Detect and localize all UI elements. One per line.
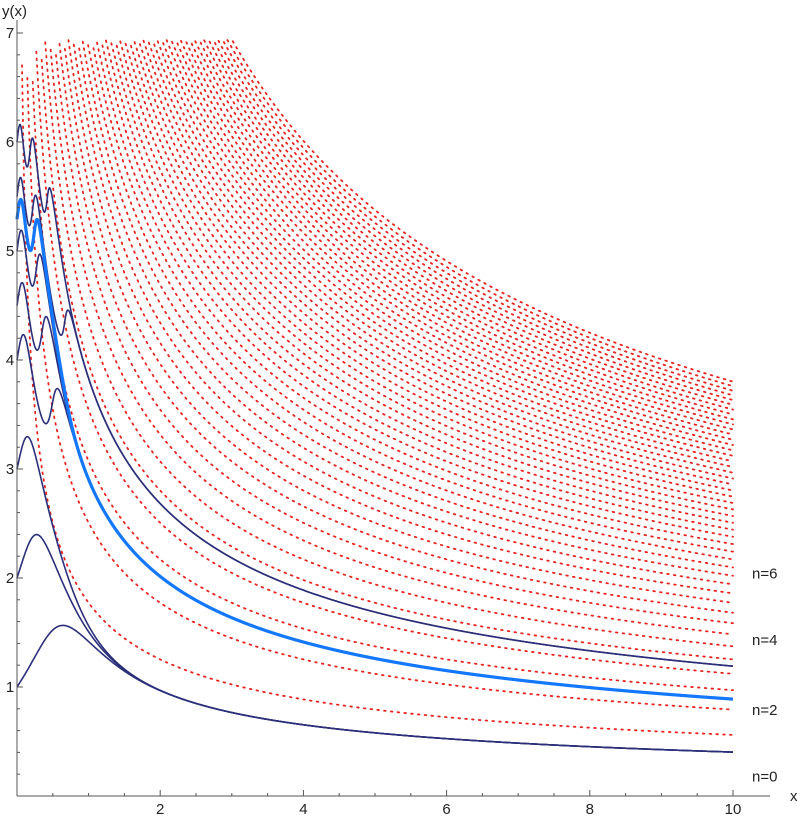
solution-curve-y0-6: [16, 123, 734, 667]
nullcline-k-29: [153, 43, 734, 468]
nullcline-k-28: [147, 41, 734, 474]
nullcline-k-24: [130, 44, 734, 498]
nullcline-k-15: [87, 44, 734, 561]
x-tick-label-8: 8: [586, 801, 594, 818]
nullcline-k-1: [21, 64, 734, 736]
nullcline-k-18: [101, 44, 734, 538]
x-axis-title: x: [790, 788, 798, 805]
highlight-curve-3: [16, 198, 734, 700]
solution-curve-y0-4_5: [16, 281, 734, 700]
nullcline-k-5: [40, 58, 734, 661]
y-tick-label-7: 7: [6, 25, 14, 42]
nullcline-k-39: [199, 41, 734, 416]
nullcline-k-44: [222, 41, 734, 392]
highlight-curve-2: [16, 198, 734, 700]
nullcline-k-25: [133, 41, 734, 492]
x-tick-label-6: 6: [442, 801, 450, 818]
nullcline-k-26: [139, 43, 734, 486]
nullcline-k-16: [92, 47, 734, 553]
nullcline-k-20: [110, 42, 734, 524]
y-axis-title: y(x): [2, 3, 27, 20]
x-tick-label-10: 10: [725, 801, 742, 818]
highlight-curve-1: [15, 197, 735, 701]
nullcline-k-36: [185, 41, 734, 431]
solution-curve-y0-4: [16, 333, 734, 700]
nullcline-group: [21, 39, 734, 736]
nullcline-k-22: [119, 40, 734, 511]
solution-curve-y0-3: [16, 435, 734, 753]
nullcline-k-4: [35, 50, 734, 675]
nullcline-k-45: [226, 39, 734, 388]
nullcline-k-12: [72, 43, 734, 586]
nullcline-k-7: [49, 48, 734, 636]
axes: [16, 20, 770, 797]
nullcline-k-8: [55, 54, 734, 625]
curve-label-n-4: n=4: [752, 632, 777, 649]
y-tick-label-1: 1: [6, 679, 14, 696]
nullcline-k-10: [63, 47, 734, 604]
y-tick-label-4: 4: [6, 352, 14, 369]
x-tick-label-4: 4: [299, 801, 307, 818]
nullcline-k-34: [176, 42, 734, 441]
nullcline-k-14: [81, 40, 734, 569]
curve-label-n-2: n=2: [752, 702, 777, 719]
nullcline-k-37: [190, 42, 734, 426]
curve-label-group: n=6 n=4 n=2 n=0: [752, 566, 777, 786]
y-tick-label-3: 3: [6, 461, 14, 478]
nullcline-k-17: [96, 41, 734, 545]
nullcline-k-42: [214, 42, 734, 401]
nullcline-k-41: [208, 40, 734, 406]
nullcline-k-31: [162, 42, 734, 457]
x-tick-label-2: 2: [156, 801, 164, 818]
y-tick-label-5: 5: [6, 243, 14, 260]
nullcline-k-46: [231, 40, 734, 383]
nullcline-k-21: [115, 44, 734, 517]
y-tick-label-2: 2: [6, 570, 14, 587]
y-tick-label-6: 6: [6, 134, 14, 151]
solution-curve-group: [15, 123, 735, 753]
nullcline-k-2: [26, 76, 734, 711]
nullcline-k-33: [171, 40, 734, 446]
nullcline-k-3: [31, 81, 734, 692]
nullcline-k-38: [194, 40, 734, 421]
nullcline-k-30: [156, 40, 734, 463]
nullcline-k-13: [78, 47, 734, 577]
nullcline-k-27: [142, 39, 734, 480]
nullcline-k-35: [180, 39, 734, 436]
nullcline-k-6: [44, 41, 734, 648]
nullcline-k-23: [124, 42, 734, 504]
nullcline-k-43: [217, 39, 734, 397]
nullcline-k-19: [105, 39, 734, 531]
nullcline-k-32: [165, 39, 734, 452]
curve-label-n-6: n=6: [752, 566, 777, 583]
nullcline-k-11: [67, 39, 734, 595]
curve-label-n-0: n=0: [752, 768, 777, 785]
